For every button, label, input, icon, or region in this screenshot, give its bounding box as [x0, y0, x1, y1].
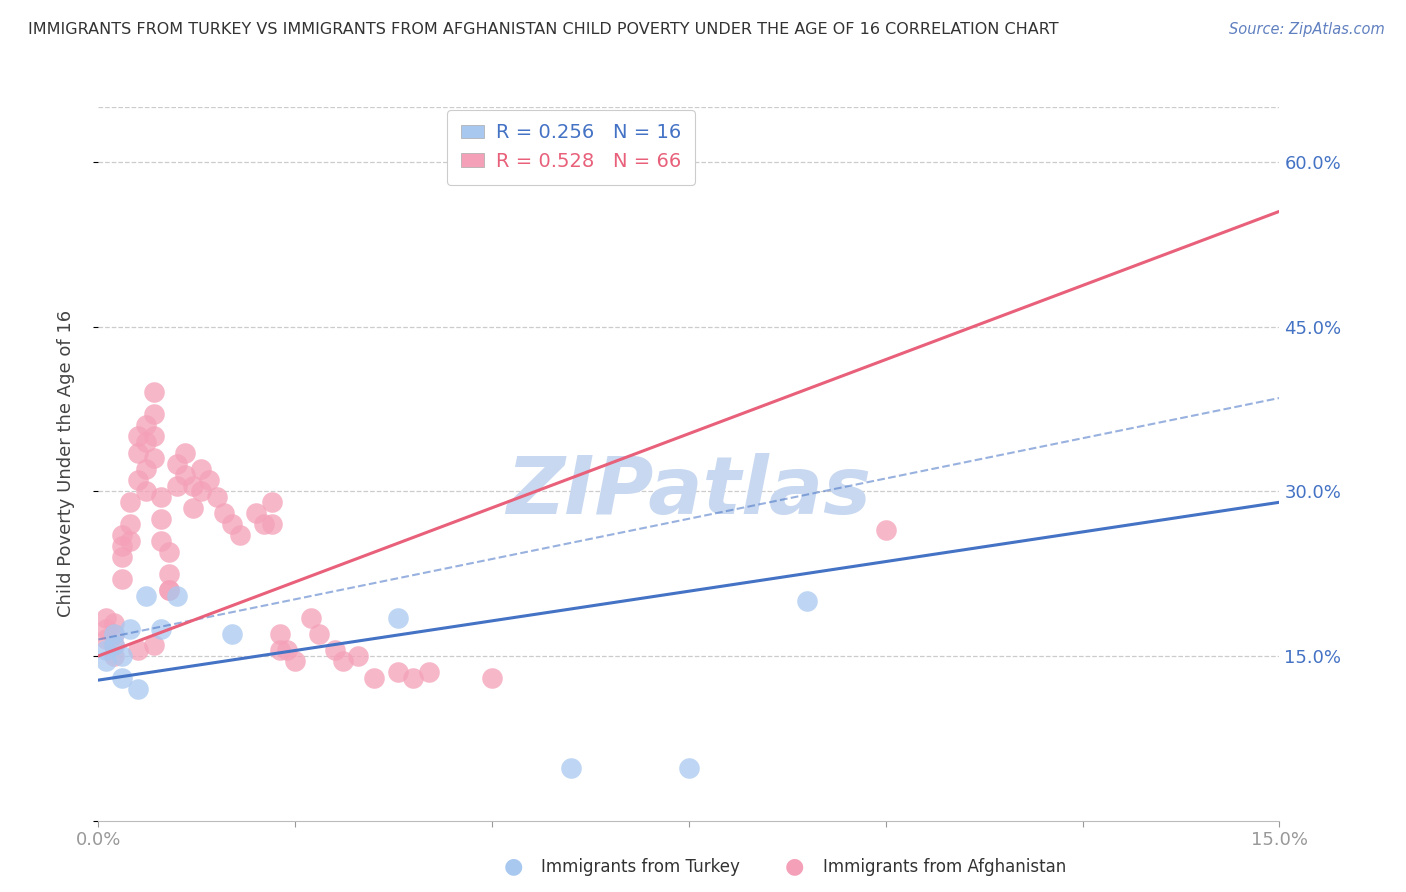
Point: [111, 648, 134, 663]
Point: [166, 479, 188, 493]
Point: [229, 528, 252, 542]
Point: [245, 506, 267, 520]
Point: [127, 446, 149, 460]
Text: ZIPatlas: ZIPatlas: [506, 453, 872, 532]
Point: [190, 484, 212, 499]
Point: [174, 467, 197, 482]
Point: [103, 638, 125, 652]
Point: [190, 462, 212, 476]
Point: [103, 627, 125, 641]
Point: [127, 681, 149, 696]
Point: [166, 589, 188, 603]
Text: Immigrants from Turkey: Immigrants from Turkey: [541, 858, 740, 876]
Point: [157, 583, 180, 598]
Point: [269, 627, 291, 641]
Point: [118, 517, 141, 532]
Point: [157, 583, 180, 598]
Point: [135, 589, 157, 603]
Point: [347, 648, 370, 663]
Text: ●: ●: [503, 856, 523, 876]
Point: [118, 533, 141, 548]
Point: [135, 462, 157, 476]
Point: [214, 506, 236, 520]
Point: [174, 446, 197, 460]
Point: [103, 648, 125, 663]
Point: [150, 490, 173, 504]
Point: [269, 643, 291, 657]
Point: [111, 572, 134, 586]
Point: [135, 434, 157, 449]
Point: [678, 761, 700, 775]
Point: [127, 643, 149, 657]
Point: [135, 484, 157, 499]
Point: [560, 761, 582, 775]
Text: Immigrants from Afghanistan: Immigrants from Afghanistan: [823, 858, 1066, 876]
Point: [103, 638, 125, 652]
Point: [875, 523, 897, 537]
Point: [103, 627, 125, 641]
Text: ●: ●: [785, 856, 804, 876]
Point: [135, 418, 157, 433]
Point: [96, 632, 118, 647]
Point: [308, 627, 330, 641]
Point: [323, 643, 346, 657]
Point: [111, 539, 134, 553]
Point: [111, 550, 134, 565]
Point: [796, 594, 818, 608]
Point: [418, 665, 440, 680]
Point: [157, 544, 180, 558]
Point: [205, 490, 228, 504]
Point: [181, 479, 204, 493]
Point: [118, 495, 141, 509]
Point: [111, 671, 134, 685]
Point: [481, 671, 503, 685]
Point: [142, 638, 165, 652]
Point: [387, 665, 409, 680]
Point: [387, 610, 409, 624]
Point: [118, 622, 141, 636]
Point: [142, 408, 165, 422]
Point: [150, 512, 173, 526]
Text: IMMIGRANTS FROM TURKEY VS IMMIGRANTS FROM AFGHANISTAN CHILD POVERTY UNDER THE AG: IMMIGRANTS FROM TURKEY VS IMMIGRANTS FRO…: [28, 22, 1059, 37]
Point: [402, 671, 425, 685]
Point: [284, 655, 307, 669]
Point: [221, 517, 243, 532]
Point: [363, 671, 385, 685]
Point: [150, 622, 173, 636]
Point: [142, 429, 165, 443]
Point: [166, 457, 188, 471]
Point: [142, 385, 165, 400]
Point: [197, 473, 219, 487]
Point: [127, 473, 149, 487]
Point: [332, 655, 354, 669]
Point: [260, 495, 283, 509]
Point: [260, 517, 283, 532]
Point: [221, 627, 243, 641]
Point: [96, 655, 118, 669]
Point: [142, 451, 165, 466]
Point: [253, 517, 276, 532]
Point: [299, 610, 322, 624]
Legend: R = 0.256   N = 16, R = 0.528   N = 66: R = 0.256 N = 16, R = 0.528 N = 66: [447, 110, 695, 185]
Point: [276, 643, 298, 657]
Point: [111, 528, 134, 542]
Point: [96, 622, 118, 636]
Point: [103, 615, 125, 630]
Point: [181, 500, 204, 515]
Point: [127, 429, 149, 443]
Text: Source: ZipAtlas.com: Source: ZipAtlas.com: [1229, 22, 1385, 37]
Y-axis label: Child Poverty Under the Age of 16: Child Poverty Under the Age of 16: [56, 310, 75, 617]
Point: [157, 566, 180, 581]
Point: [96, 643, 118, 657]
Point: [150, 533, 173, 548]
Point: [96, 610, 118, 624]
